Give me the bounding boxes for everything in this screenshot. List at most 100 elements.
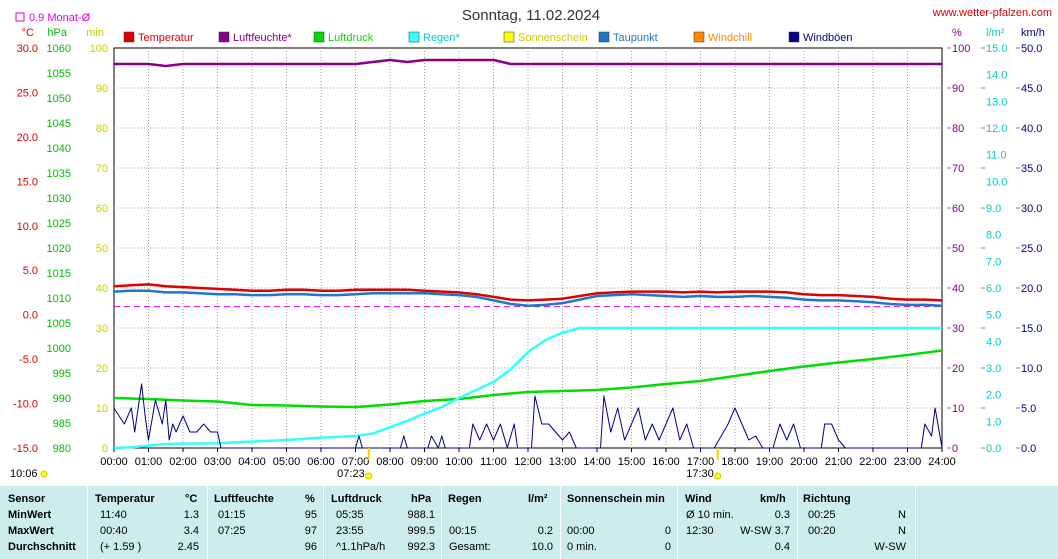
series-line-windben <box>113 383 943 449</box>
x-tick-label: 13:00 <box>549 456 577 468</box>
y-tick-rain: 10.0 <box>986 176 1007 188</box>
summary-cell-hum-val: 95 <box>304 509 317 521</box>
y-tick-minutes: 90 <box>96 83 108 95</box>
y-tick-humidity: 20 <box>952 363 964 375</box>
summary-cell-temp-time: (+ 1.59 ) <box>100 541 142 553</box>
axis-unit-humidity: % <box>952 27 962 39</box>
y-tick-rain: 6.0 <box>986 283 1001 295</box>
axis-unit-rain: l/m² <box>986 27 1005 39</box>
y-tick-pressure: 985 <box>53 418 71 430</box>
site-link: www.wetter-pfalzen.com <box>932 7 1052 19</box>
x-tick-label: 17:00 <box>687 456 715 468</box>
axis-unit-pressure: hPa <box>47 27 67 39</box>
header-direction: Richtung <box>803 493 851 505</box>
y-tick-minutes: 10 <box>96 403 108 415</box>
y-tick-pressure: 980 <box>53 443 71 455</box>
y-tick-humidity: 50 <box>952 243 964 255</box>
y-tick-humidity: 90 <box>952 83 964 95</box>
header-rain: Regen <box>448 493 482 505</box>
summary-table: Sensor Temperatur °C Luftfeuchte % Luftd… <box>0 486 1058 559</box>
divider <box>207 486 208 559</box>
x-tick-label: 08:00 <box>376 456 404 468</box>
x-tick-label: 16:00 <box>652 456 680 468</box>
daylight-sun-icon <box>40 470 48 478</box>
divider <box>441 486 442 559</box>
y-tick-rain: 2.0 <box>986 390 1001 402</box>
y-tick-minutes: 30 <box>96 323 108 335</box>
sunrise-label: 07:23 <box>337 468 365 480</box>
summary-cell-dir-val: W-SW <box>874 541 906 553</box>
legend-swatch <box>693 31 705 43</box>
y-tick-minutes: 60 <box>96 203 108 215</box>
header-wind: Wind <box>685 493 712 505</box>
summary-cell-temp-time: 00:40 <box>100 525 128 537</box>
x-tick-label: 14:00 <box>583 456 611 468</box>
y-tick-pressure: 1030 <box>47 193 71 205</box>
y-tick-humidity: 80 <box>952 123 964 135</box>
summary-cell-press-time: 23:55 <box>336 525 364 537</box>
x-tick-label: 06:00 <box>307 456 335 468</box>
y-tick-pressure: 1020 <box>47 243 71 255</box>
x-tick-label: 20:00 <box>790 456 818 468</box>
legend-label: Windböen <box>803 32 853 44</box>
y-tick-rain: 8.0 <box>986 230 1001 242</box>
y-tick-temp: 0.0 <box>23 310 38 322</box>
y-tick-humidity: 100 <box>952 43 970 55</box>
divider <box>323 486 324 559</box>
header-pressure: Luftdruck <box>331 493 382 505</box>
summary-cell-sun-val: 0 <box>664 525 671 537</box>
y-tick-wind: 35.0 <box>1021 163 1042 175</box>
y-tick-temp: -15.0 <box>13 443 38 455</box>
summary-cell-temp-val: 1.3 <box>183 509 199 521</box>
weather-chart: 00:00 01:00 02:00 03:00 04:00 05:00 06:00 07:00… <box>10 7 1052 480</box>
y-tick-minutes: 100 <box>90 43 108 55</box>
series-line-regen <box>113 326 942 450</box>
header-temperature: Temperatur <box>95 493 155 505</box>
x-tick-label: 19:00 <box>756 456 784 468</box>
legend-swatch <box>218 31 230 43</box>
y-tick-wind: 5.0 <box>1021 403 1036 415</box>
legend-swatch <box>123 31 135 43</box>
legend-swatch <box>313 31 325 43</box>
x-tick-label: 22:00 <box>859 456 887 468</box>
y-tick-rain: 9.0 <box>986 203 1001 215</box>
summary-cell-wind-val: 0.4 <box>774 541 790 553</box>
summary-cell-press-time: 05:35 <box>336 509 364 521</box>
y-tick-pressure: 1015 <box>47 268 71 280</box>
legend-label: Luftfeuchte* <box>233 32 292 44</box>
summary-cell-press-time: ^1.1hPa/h <box>336 541 386 553</box>
summary-cell-label: MaxWert <box>8 525 54 537</box>
sunset-label: 17:30 <box>686 468 714 480</box>
header-press-unit: hPa <box>411 493 432 505</box>
y-tick-pressure: 1050 <box>47 93 71 105</box>
y-tick-wind: 25.0 <box>1021 243 1042 255</box>
monthly-avg-label: 0.9 Monat-Ø <box>29 12 91 24</box>
y-tick-wind: 15.0 <box>1021 323 1042 335</box>
y-tick-pressure: 1010 <box>47 293 71 305</box>
y-tick-pressure: 1005 <box>47 318 71 330</box>
sun-icon <box>365 472 373 480</box>
axis-unit-minutes: min <box>86 27 104 39</box>
summary-cell-rain-time: 00:15 <box>449 525 477 537</box>
series-line-taupunkt <box>113 289 943 308</box>
x-tick-label: 24:00 <box>928 456 956 468</box>
header-hum-unit: % <box>305 493 315 505</box>
series-line-luftdruck <box>113 349 943 409</box>
summary-cell-wind-val: 0.3 <box>774 509 790 521</box>
x-tick-label: 11:00 <box>480 456 507 468</box>
summary-cell-hum-val: 96 <box>304 541 317 553</box>
y-tick-rain: 15.0 <box>986 43 1007 55</box>
summary-cell-temp-val: 2.45 <box>177 541 199 553</box>
summary-cell-temp-time: 11:40 <box>100 509 127 521</box>
y-tick-humidity: 10 <box>952 403 964 415</box>
divider <box>87 486 88 559</box>
summary-cell-hum-time: 01:15 <box>218 509 246 521</box>
y-tick-pressure: 1025 <box>47 218 71 230</box>
summary-cell-rain-time: Gesamt: <box>449 541 491 553</box>
y-tick-rain: 13.0 <box>986 96 1007 108</box>
summary-cell-dir-time: 00:25 <box>808 509 836 521</box>
chart-title: Sonntag, 11.02.2024 <box>462 7 600 24</box>
summary-cell-press-val: 999.5 <box>407 525 435 537</box>
y-tick-rain: 1.0 <box>986 416 1001 428</box>
y-tick-temp: 15.0 <box>17 176 38 188</box>
